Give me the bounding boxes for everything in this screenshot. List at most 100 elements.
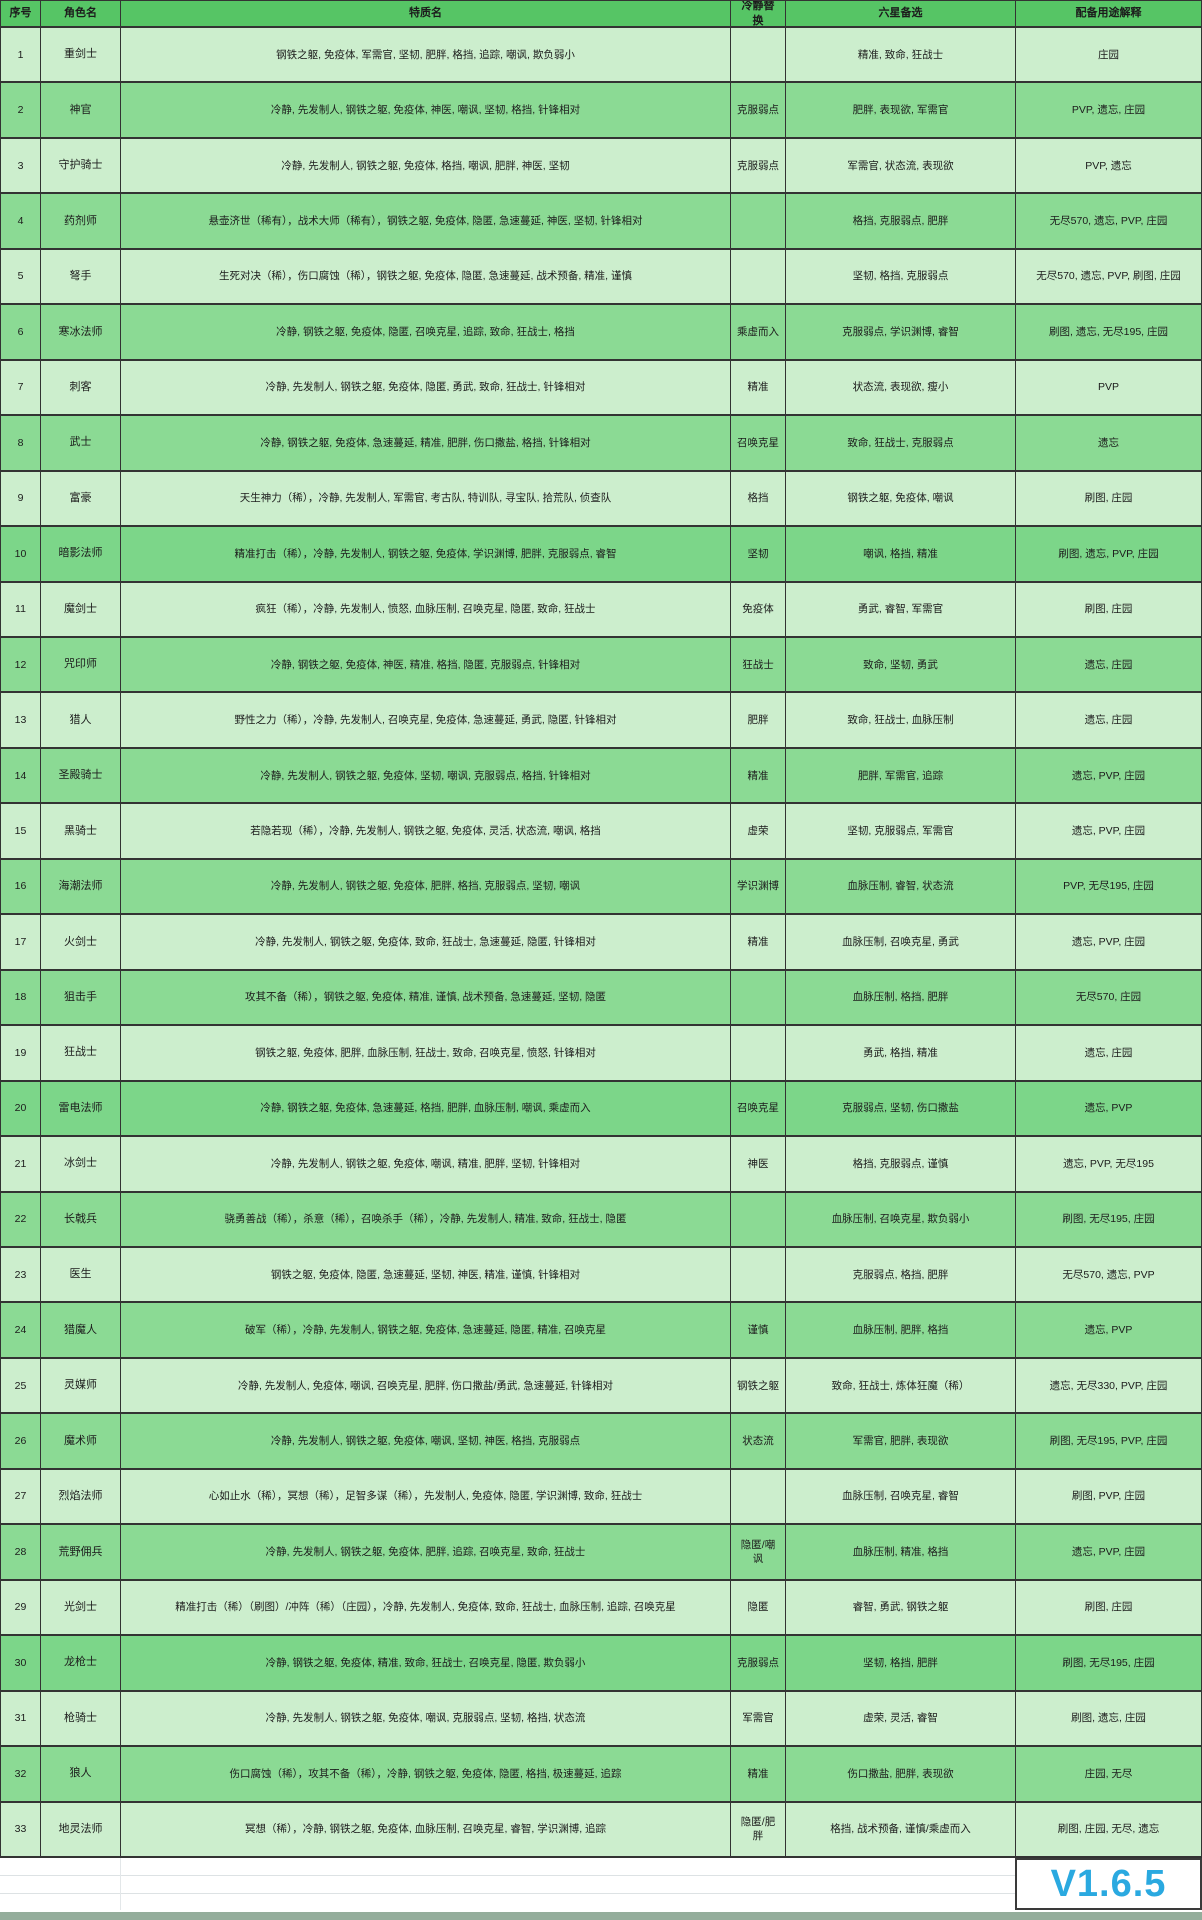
cell-name[interactable]: 猎魔人 xyxy=(41,1303,121,1357)
cell-use[interactable]: 遗忘, PVP xyxy=(1016,1303,1202,1357)
cell-no[interactable]: 10 xyxy=(1,527,41,581)
cell-use[interactable]: 遗忘, 无尽330, PVP, 庄园 xyxy=(1016,1358,1202,1413)
cell-no[interactable]: 6 xyxy=(1,305,41,359)
cell-name[interactable]: 暗影法师 xyxy=(41,527,121,581)
cell-no[interactable]: 24 xyxy=(1,1303,41,1357)
cell-calm[interactable]: 军需官 xyxy=(731,1691,786,1746)
cell-name[interactable]: 魔术师 xyxy=(41,1414,121,1468)
cell-calm[interactable] xyxy=(731,1192,786,1246)
cell-traits[interactable]: 冷静, 先发制人, 钢铁之躯, 免疫体, 神医, 嘲讽, 坚韧, 格挡, 针锋相… xyxy=(121,83,731,137)
cell-calm[interactable]: 隐匿/嘲讽 xyxy=(731,1525,786,1579)
cell-use[interactable]: 遗忘, PVP, 庄园 xyxy=(1016,804,1202,858)
header-cell-calm-replace[interactable]: 冷静替换 xyxy=(731,1,786,26)
cell-calm[interactable]: 坚韧 xyxy=(731,527,786,581)
cell-use[interactable]: 刷图, 遗忘, PVP, 庄园 xyxy=(1016,527,1202,581)
cell-traits[interactable]: 攻其不备（稀），钢铁之躯, 免疫体, 精准, 谨慎, 战术预备, 急速蔓延, 坚… xyxy=(121,970,731,1025)
cell-calm[interactable]: 召唤克星 xyxy=(731,416,786,470)
cell-use[interactable]: 刷图, 庄园 xyxy=(1016,471,1202,526)
cell-no[interactable]: 29 xyxy=(1,1580,41,1635)
cell-traits[interactable]: 若隐若现（稀），冷静, 先发制人, 钢铁之躯, 免疫体, 灵活, 状态流, 嘲讽… xyxy=(121,804,731,858)
cell-name[interactable]: 医生 xyxy=(41,1247,121,1302)
cell-six[interactable]: 克服弱点, 坚韧, 伤口撒盐 xyxy=(786,1081,1016,1136)
cell-name[interactable]: 刺客 xyxy=(41,360,121,415)
cell-name[interactable]: 富豪 xyxy=(41,471,121,526)
header-cell-usage[interactable]: 配备用途解释 xyxy=(1016,1,1202,26)
cell-use[interactable]: PVP, 无尽195, 庄园 xyxy=(1016,859,1202,914)
cell-calm[interactable] xyxy=(731,1247,786,1302)
cell-calm[interactable]: 精准 xyxy=(731,748,786,803)
cell-calm[interactable]: 肥胖 xyxy=(731,693,786,747)
cell-traits[interactable]: 心如止水（稀），冥想（稀），足智多谋（稀），先发制人, 免疫体, 隐匿, 学识渊… xyxy=(121,1469,731,1524)
cell-no[interactable]: 33 xyxy=(1,1802,41,1856)
cell-traits[interactable]: 伤口腐蚀（稀），攻其不备（稀），冷静, 钢铁之躯, 免疫体, 隐匿, 格挡, 极… xyxy=(121,1747,731,1801)
cell-no[interactable]: 17 xyxy=(1,915,41,969)
cell-name[interactable]: 光剑士 xyxy=(41,1580,121,1635)
cell-traits[interactable]: 野性之力（稀），冷静, 先发制人, 召唤克星, 免疫体, 急速蔓延, 勇武, 隐… xyxy=(121,693,731,747)
cell-use[interactable]: 遗忘, PVP, 庄园 xyxy=(1016,748,1202,803)
cell-six[interactable]: 钢铁之躯, 免疫体, 嘲讽 xyxy=(786,471,1016,526)
cell-use[interactable]: 刷图, 遗忘, 庄园 xyxy=(1016,1691,1202,1746)
cell-traits[interactable]: 天生神力（稀），冷静, 先发制人, 军需官, 考古队, 特训队, 寻宝队, 拾荒… xyxy=(121,471,731,526)
cell-calm[interactable] xyxy=(731,194,786,248)
cell-name[interactable]: 枪骑士 xyxy=(41,1691,121,1746)
cell-six[interactable]: 格挡, 克服弱点, 肥胖 xyxy=(786,194,1016,248)
cell-name[interactable]: 长戟兵 xyxy=(41,1192,121,1246)
cell-no[interactable]: 13 xyxy=(1,693,41,747)
cell-six[interactable]: 血脉压制, 肥胖, 格挡 xyxy=(786,1303,1016,1357)
cell-name[interactable]: 龙枪士 xyxy=(41,1636,121,1690)
cell-use[interactable]: PVP xyxy=(1016,360,1202,415)
cell-name[interactable]: 药剂师 xyxy=(41,194,121,248)
cell-traits[interactable]: 精准打击（稀）（刷图）/冲阵（稀）（庄园），冷静, 先发制人, 免疫体, 致命,… xyxy=(121,1580,731,1635)
cell-no[interactable]: 12 xyxy=(1,637,41,692)
cell-calm[interactable]: 精准 xyxy=(731,1747,786,1801)
header-cell-no[interactable]: 序号 xyxy=(1,1,41,26)
cell-calm[interactable]: 克服弱点 xyxy=(731,138,786,193)
cell-traits[interactable]: 冷静, 钢铁之躯, 免疫体, 神医, 精准, 格挡, 隐匿, 克服弱点, 针锋相… xyxy=(121,637,731,692)
cell-six[interactable]: 血脉压制, 召唤克星, 睿智 xyxy=(786,1469,1016,1524)
cell-traits[interactable]: 冷静, 钢铁之躯, 免疫体, 急速蔓延, 精准, 肥胖, 伤口撒盐, 格挡, 针… xyxy=(121,416,731,470)
cell-use[interactable]: 刷图, 遗忘, 无尽195, 庄园 xyxy=(1016,305,1202,359)
cell-no[interactable]: 25 xyxy=(1,1358,41,1413)
cell-calm[interactable]: 免疫体 xyxy=(731,582,786,636)
cell-name[interactable]: 魔剑士 xyxy=(41,582,121,636)
cell-no[interactable]: 31 xyxy=(1,1691,41,1746)
cell-traits[interactable]: 冷静, 先发制人, 钢铁之躯, 免疫体, 坚韧, 嘲讽, 克服弱点, 格挡, 针… xyxy=(121,748,731,803)
cell-six[interactable]: 克服弱点, 学识渊博, 睿智 xyxy=(786,305,1016,359)
cell-use[interactable]: 刷图, PVP, 庄园 xyxy=(1016,1469,1202,1524)
cell-name[interactable]: 黑骑士 xyxy=(41,804,121,858)
cell-six[interactable]: 军需官, 状态流, 表现欲 xyxy=(786,138,1016,193)
cell-calm[interactable]: 乘虚而入 xyxy=(731,305,786,359)
cell-traits[interactable]: 冷静, 钢铁之躯, 免疫体, 隐匿, 召唤克星, 追踪, 致命, 狂战士, 格挡 xyxy=(121,305,731,359)
cell-six[interactable]: 肥胖, 表现欲, 军需官 xyxy=(786,83,1016,137)
cell-no[interactable]: 32 xyxy=(1,1747,41,1801)
cell-name[interactable]: 圣殿骑士 xyxy=(41,748,121,803)
cell-no[interactable]: 18 xyxy=(1,970,41,1025)
cell-no[interactable]: 4 xyxy=(1,194,41,248)
cell-traits[interactable]: 冷静, 钢铁之躯, 免疫体, 精准, 致命, 狂战士, 召唤克星, 隐匿, 欺负… xyxy=(121,1636,731,1690)
cell-name[interactable]: 咒印师 xyxy=(41,637,121,692)
cell-name[interactable]: 荒野佣兵 xyxy=(41,1525,121,1579)
cell-six[interactable]: 血脉压制, 召唤克星, 欺负弱小 xyxy=(786,1192,1016,1246)
cell-name[interactable]: 寒冰法师 xyxy=(41,305,121,359)
cell-name[interactable]: 重剑士 xyxy=(41,28,121,82)
cell-no[interactable]: 23 xyxy=(1,1247,41,1302)
cell-six[interactable]: 血脉压制, 精准, 格挡 xyxy=(786,1525,1016,1579)
cell-traits[interactable]: 冷静, 钢铁之躯, 免疫体, 急速蔓延, 格挡, 肥胖, 血脉压制, 嘲讽, 乘… xyxy=(121,1081,731,1136)
cell-no[interactable]: 21 xyxy=(1,1137,41,1191)
cell-six[interactable]: 军需官, 肥胖, 表现欲 xyxy=(786,1414,1016,1468)
cell-no[interactable]: 27 xyxy=(1,1469,41,1524)
cell-traits[interactable]: 冥想（稀），冷静, 钢铁之躯, 免疫体, 血脉压制, 召唤克星, 睿智, 学识渊… xyxy=(121,1802,731,1856)
cell-traits[interactable]: 冷静, 先发制人, 钢铁之躯, 免疫体, 格挡, 嘲讽, 肥胖, 神医, 坚韧 xyxy=(121,138,731,193)
cell-calm[interactable]: 克服弱点 xyxy=(731,1636,786,1690)
cell-traits[interactable]: 悬壶济世（稀有），战术大师（稀有），钢铁之躯, 免疫体, 隐匿, 急速蔓延, 神… xyxy=(121,194,731,248)
cell-use[interactable]: PVP, 遗忘, 庄园 xyxy=(1016,83,1202,137)
cell-no[interactable]: 26 xyxy=(1,1414,41,1468)
cell-traits[interactable]: 生死对决（稀），伤口腐蚀（稀），钢铁之躯, 免疫体, 隐匿, 急速蔓延, 战术预… xyxy=(121,249,731,304)
cell-six[interactable]: 血脉压制, 睿智, 状态流 xyxy=(786,859,1016,914)
cell-calm[interactable]: 学识渊博 xyxy=(731,859,786,914)
cell-use[interactable]: 刷图, 庄园 xyxy=(1016,582,1202,636)
cell-six[interactable]: 血脉压制, 格挡, 肥胖 xyxy=(786,970,1016,1025)
cell-name[interactable]: 狼人 xyxy=(41,1747,121,1801)
cell-use[interactable]: 无尽570, 庄园 xyxy=(1016,970,1202,1025)
cell-name[interactable]: 狙击手 xyxy=(41,970,121,1025)
